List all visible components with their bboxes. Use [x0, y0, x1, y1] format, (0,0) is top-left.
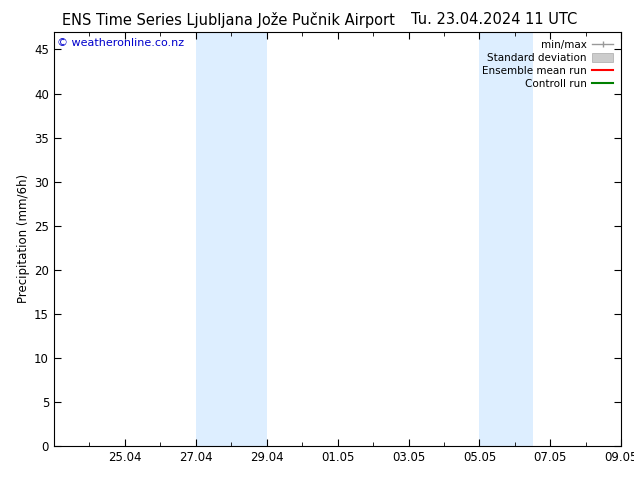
Text: Tu. 23.04.2024 11 UTC: Tu. 23.04.2024 11 UTC	[411, 12, 578, 27]
Legend: min/max, Standard deviation, Ensemble mean run, Controll run: min/max, Standard deviation, Ensemble me…	[479, 37, 616, 92]
Bar	[479, 32, 533, 446]
Bar	[196, 32, 267, 446]
Text: © weatheronline.co.nz: © weatheronline.co.nz	[56, 38, 184, 48]
Y-axis label: Precipitation (mm/6h): Precipitation (mm/6h)	[17, 174, 30, 303]
Text: ENS Time Series Ljubljana Jože Pučnik Airport: ENS Time Series Ljubljana Jože Pučnik Ai…	[61, 12, 395, 28]
